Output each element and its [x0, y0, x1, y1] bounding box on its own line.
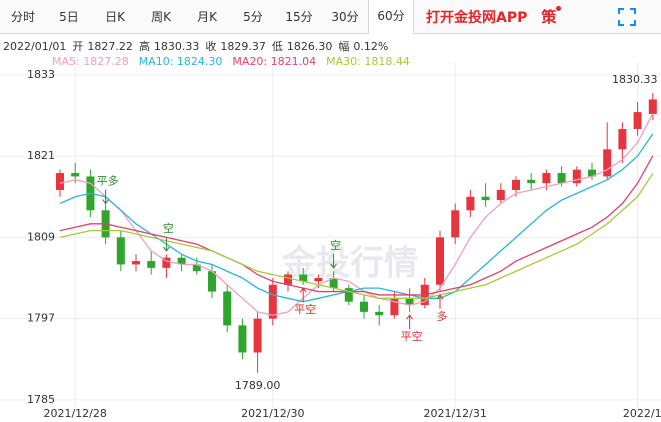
info-value: 1826.30	[286, 40, 333, 53]
signal-label: 平空	[401, 329, 423, 343]
x-tick-label: 2021/12/31	[423, 407, 486, 420]
candle-body	[542, 173, 551, 184]
info-label: 开	[72, 40, 84, 53]
high-label: 1830.33	[612, 73, 658, 86]
candle-body	[223, 291, 232, 326]
candle-body	[360, 301, 368, 312]
candle-body	[268, 284, 277, 319]
y-tick-label: 1797	[27, 312, 55, 325]
candle-body	[618, 129, 627, 150]
badge-dot	[556, 6, 562, 11]
candle-body	[375, 311, 384, 316]
candle-body	[512, 179, 520, 190]
info-label: 幅	[338, 40, 350, 53]
info-label: 收	[205, 40, 217, 53]
signal-label: 平多	[97, 174, 119, 188]
candle-body	[466, 196, 475, 211]
legend-entry: MA30: 1818.44	[326, 55, 410, 68]
legend: MA5: 1827.28 MA10: 1824.30 MA20: 1821.04 MA…	[52, 55, 420, 68]
signal-arrow	[102, 189, 109, 205]
tab[interactable]: 月K	[197, 9, 217, 24]
ma-line	[59, 155, 654, 296]
signal-arrow	[163, 236, 170, 252]
candle-body	[588, 169, 596, 177]
legend-entry: MA20: 1821.04	[232, 55, 317, 68]
ma-line	[59, 173, 654, 299]
candle-body	[132, 261, 140, 265]
fullscreen-glyph	[618, 8, 636, 26]
signal-label: 空	[163, 221, 174, 235]
candle-body	[557, 173, 566, 184]
signal-arrow	[299, 287, 307, 303]
candle-body	[329, 277, 338, 289]
candle-body	[238, 325, 247, 353]
tab[interactable]: 5分	[243, 9, 263, 24]
info-label: 低	[271, 40, 283, 53]
candle-body	[314, 277, 323, 282]
candle-body	[162, 257, 171, 268]
y-tick-label: 1833	[27, 68, 55, 81]
candle-body	[192, 264, 201, 272]
candle-body	[71, 173, 80, 177]
ma-line	[59, 113, 654, 316]
candle-body	[284, 274, 292, 285]
signal-label: 平空	[294, 302, 316, 316]
candle-body	[648, 99, 657, 115]
info-value: 0.12%	[353, 40, 389, 53]
candle-body	[253, 318, 262, 353]
candle-body	[451, 210, 460, 238]
tab[interactable]: 5日	[59, 9, 79, 24]
signal-label: 空	[330, 238, 341, 252]
y-tick-label: 1821	[27, 149, 55, 162]
tab[interactable]: 60分	[368, 0, 414, 34]
x-tick-label: 2021/12/30	[241, 407, 304, 420]
signal-arrow	[406, 314, 413, 330]
low-label: 1789.00	[235, 379, 281, 392]
signal-label: 多	[437, 309, 448, 323]
candle-body	[116, 237, 125, 265]
legend-entry: MA5: 1827.28	[52, 55, 129, 68]
candle-body	[436, 237, 444, 285]
info-value: 1830.33	[153, 40, 200, 53]
y-tick-label: 1785	[27, 393, 55, 406]
candle-body	[527, 179, 536, 184]
tab[interactable]: 30分	[331, 9, 359, 24]
candle-body	[572, 169, 581, 184]
signal-arrow	[330, 253, 337, 269]
info-row: 2022/01/01 开 1827.22 高 1830.33 收 1829.37 低 1826.…	[3, 38, 388, 54]
fullscreen-icon[interactable]	[618, 8, 636, 26]
candle-body	[208, 271, 216, 292]
signal-arrow	[436, 294, 444, 309]
strategy-icon[interactable]: 策	[541, 6, 562, 27]
x-tick-label: 2021/12/28	[43, 407, 106, 420]
candle-body	[344, 288, 353, 302]
x-tick-label: 2022/1/1	[623, 407, 661, 420]
tab[interactable]: 日K	[105, 9, 125, 24]
y-tick-label: 1809	[27, 230, 55, 243]
candle-body	[603, 149, 612, 177]
candle-body	[177, 257, 186, 265]
app-link[interactable]: 打开金投网APP	[426, 9, 528, 26]
candle-body	[481, 196, 490, 201]
tab[interactable]: 周K	[151, 9, 171, 24]
info-date: 2022/01/01	[3, 40, 67, 53]
candle-body	[147, 261, 156, 268]
candle-body	[56, 173, 64, 190]
candle-body	[299, 274, 308, 282]
tab[interactable]: 15分	[285, 9, 313, 24]
info-value: 1829.37	[220, 40, 266, 53]
tab-bar: 分时 5日 日K 周K 月K 5分 15分 30分 60分 打开金投网APP 策	[0, 0, 661, 34]
legend-entry: MA10: 1824.30	[138, 55, 223, 68]
candle-body	[633, 112, 642, 130]
candle-body	[390, 298, 399, 316]
info-value: 1827.22	[87, 40, 133, 53]
candle-body	[496, 189, 505, 201]
info-label: 高	[138, 40, 150, 53]
tab[interactable]: 分时	[10, 9, 35, 24]
candle-body	[405, 298, 414, 306]
